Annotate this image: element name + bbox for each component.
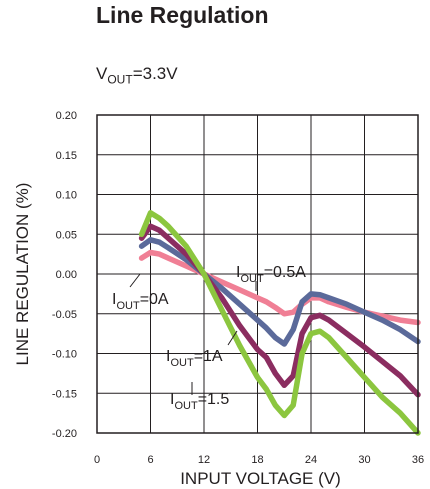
condition-suffix: =3.3V xyxy=(132,64,178,83)
series-label-3: IOUT=1.5 xyxy=(170,391,229,412)
y-tick-label: -0.15 xyxy=(52,388,77,400)
x-tick-label: 6 xyxy=(147,454,153,466)
x-tick-label: 12 xyxy=(198,454,210,466)
series-label-1: IOUT=0.5A xyxy=(236,264,306,285)
series-label-2: IOUT=1A xyxy=(166,348,223,369)
x-tick-label: 36 xyxy=(412,454,424,466)
x-tick-label: 0 xyxy=(94,454,100,466)
series-group xyxy=(138,210,421,436)
y-tick-label: 0.00 xyxy=(56,269,77,281)
y-tick-label: -0.20 xyxy=(52,428,77,440)
series-line-2 xyxy=(138,223,421,398)
y-tick-label: 0.05 xyxy=(56,229,77,241)
condition-prefix: V xyxy=(96,64,108,83)
y-tick-label: 0.10 xyxy=(56,190,77,202)
y-tick-label: -0.10 xyxy=(52,349,77,361)
series-line-0 xyxy=(138,249,421,326)
series-line-1 xyxy=(138,237,421,347)
x-tick-label: 18 xyxy=(251,454,263,466)
y-axis-ticks: 0.20 0.15 0.10 0.05 0.00 -0.05 -0.10 -0.15 -0.20 xyxy=(52,110,77,440)
chart-title: Line Regulation xyxy=(96,2,269,28)
y-tick-label: -0.05 xyxy=(52,309,77,321)
series-line-3 xyxy=(138,210,421,436)
series-label-leader xyxy=(129,273,141,288)
annotations: IOUT=0A IOUT=0.5A IOUT=1A IOUT=1.5 xyxy=(112,264,306,412)
condition-sub: OUT xyxy=(107,72,133,87)
x-tick-label: 30 xyxy=(358,454,370,466)
series-label-0: IOUT=0A xyxy=(112,291,169,312)
x-tick-label: 24 xyxy=(305,454,317,466)
series-label-leader xyxy=(227,330,238,346)
plot-frame xyxy=(96,114,419,434)
y-tick-label: 0.15 xyxy=(56,150,77,162)
x-axis-title: INPUT VOLTAGE (V) xyxy=(180,469,341,488)
x-axis-ticks: 0 6 12 18 24 30 36 xyxy=(94,454,424,466)
condition-label: VOUT=3.3V xyxy=(96,64,178,86)
y-axis-title: LINE REGULATION (%) xyxy=(13,183,32,366)
y-tick-label: 0.20 xyxy=(56,110,77,122)
